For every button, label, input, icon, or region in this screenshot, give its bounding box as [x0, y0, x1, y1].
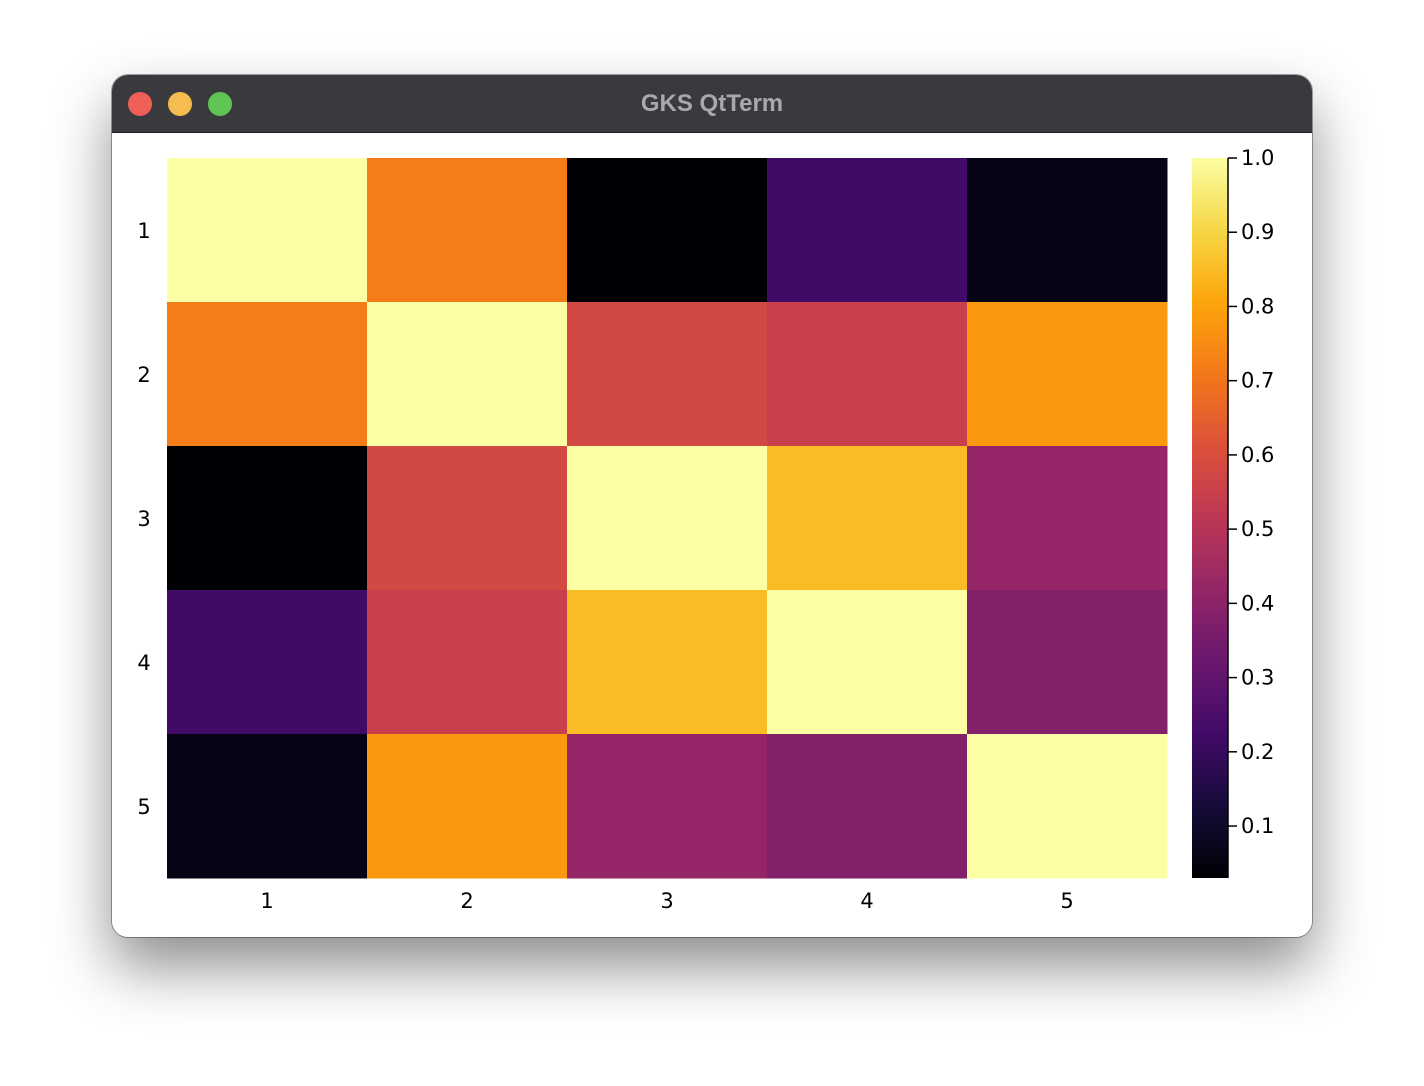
heatmap-cell: [167, 734, 368, 879]
heatmap-cell: [767, 158, 968, 303]
x-tick-label: 3: [660, 889, 673, 913]
x-tick-label: 1: [260, 889, 273, 913]
colorbar-tick-label: 0.8: [1241, 294, 1274, 318]
heatmap-cell: [967, 446, 1168, 591]
y-axis: 1 2 3 4 5: [137, 219, 150, 819]
y-tick-label: 4: [137, 651, 150, 675]
minimize-button[interactable]: [168, 92, 192, 116]
y-tick-label: 1: [137, 219, 150, 243]
heatmap-cell: [567, 158, 768, 303]
heatmap-cell: [967, 158, 1168, 303]
x-axis: 1 2 3 4 5: [260, 889, 1073, 913]
colorbar-tick-label: 0.5: [1241, 517, 1274, 541]
colorbar-tick-label: 0.1: [1241, 814, 1274, 838]
heatmap-cell: [967, 734, 1168, 879]
heatmap-cell: [367, 158, 568, 303]
close-button[interactable]: [128, 92, 152, 116]
zoom-button[interactable]: [208, 92, 232, 116]
title-bar[interactable]: GKS QtTerm: [112, 75, 1312, 133]
x-tick-label: 2: [460, 889, 473, 913]
heatmap-cell: [167, 590, 368, 735]
heatmap-cell: [367, 446, 568, 591]
plot-canvas: 1 2 3 4 5 1 2 3 4 5 0.1 0.2 0.3 0.4 0.5 0.6 0.7 0.8 0.9 1…: [112, 133, 1312, 937]
colorbar-axis: 0.1 0.2 0.3 0.4 0.5 0.6 0.7 0.8 0.9 1.0: [1227, 146, 1274, 878]
heatmap-cell: [167, 446, 368, 591]
heatmap-cell: [567, 590, 768, 735]
heatmap-cell: [167, 302, 368, 447]
heatmap-cells: [167, 158, 1168, 879]
colorbar-tick-label: 0.3: [1241, 666, 1274, 690]
heatmap-cell: [567, 446, 768, 591]
y-tick-label: 2: [137, 363, 150, 387]
colorbar-tick-label: 0.4: [1241, 591, 1274, 615]
heatmap-cell: [167, 158, 368, 303]
x-tick-label: 5: [1060, 889, 1073, 913]
window-title: GKS QtTerm: [640, 90, 784, 117]
colorbar-tick-label: 0.9: [1241, 220, 1274, 244]
colorbar-tick-label: 0.7: [1241, 369, 1274, 393]
colorbar-tick-label: 0.2: [1241, 740, 1274, 764]
heatmap-cell: [367, 302, 568, 447]
colorbar-tick-label: 1.0: [1241, 146, 1274, 170]
heatmap-cell: [767, 590, 968, 735]
heatmap-chart: 1 2 3 4 5 1 2 3 4 5 0.1 0.2 0.3 0.4 0.5 0.6 0.7 0.8 0.9 1…: [137, 146, 1274, 913]
heatmap-cell: [967, 302, 1168, 447]
heatmap-cell: [367, 590, 568, 735]
heatmap-cell: [567, 734, 768, 879]
colorbar-tick-label: 0.6: [1241, 443, 1274, 467]
heatmap-cell: [767, 446, 968, 591]
y-tick-label: 3: [137, 507, 150, 531]
heatmap-cell: [767, 734, 968, 879]
heatmap-cell: [567, 302, 768, 447]
y-tick-label: 5: [137, 795, 150, 819]
heatmap-cell: [967, 590, 1168, 735]
colorbar: [1192, 158, 1228, 878]
heatmap-cell: [367, 734, 568, 879]
x-tick-label: 4: [860, 889, 873, 913]
heatmap-cell: [767, 302, 968, 447]
